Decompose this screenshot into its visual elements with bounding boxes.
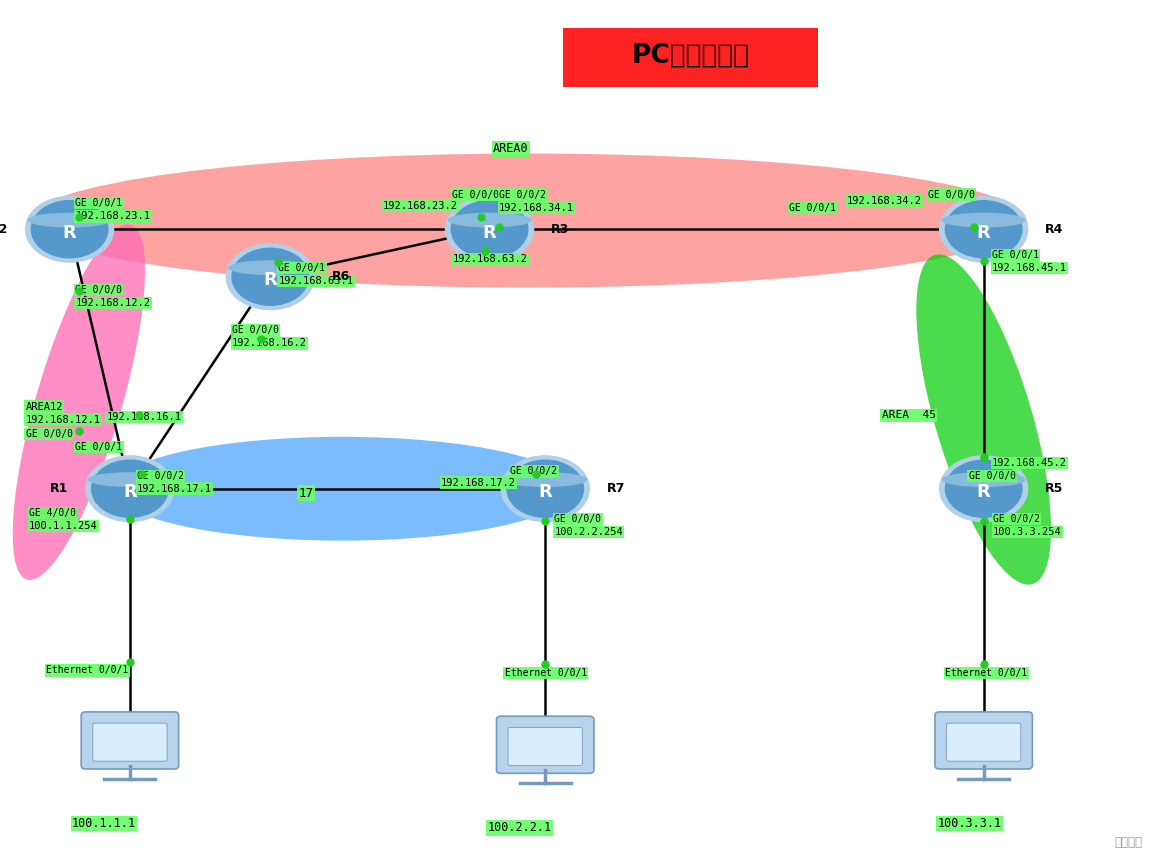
Text: 192.168.23.2: 192.168.23.2 xyxy=(383,201,458,211)
Text: GE 0/0/1: GE 0/0/1 xyxy=(992,250,1039,260)
Text: GE 0/0/2: GE 0/0/2 xyxy=(993,514,1041,524)
Circle shape xyxy=(92,460,168,517)
Text: R2: R2 xyxy=(0,222,8,236)
Text: R: R xyxy=(263,272,277,289)
Text: 192.168.12.2: 192.168.12.2 xyxy=(75,298,151,308)
Text: 192.168.45.2: 192.168.45.2 xyxy=(992,458,1067,468)
Text: GE 0/0/2: GE 0/0/2 xyxy=(137,471,184,481)
Text: 192.168.16.1: 192.168.16.1 xyxy=(107,412,182,422)
Text: 100.1.1.1: 100.1.1.1 xyxy=(72,817,136,830)
Ellipse shape xyxy=(229,260,312,275)
Ellipse shape xyxy=(88,472,172,487)
FancyBboxPatch shape xyxy=(508,727,582,766)
Ellipse shape xyxy=(503,472,587,487)
FancyBboxPatch shape xyxy=(81,712,179,769)
Text: GE 0/0/1: GE 0/0/1 xyxy=(75,442,123,452)
Text: R: R xyxy=(977,224,991,241)
Text: R: R xyxy=(483,224,496,241)
Text: 100.2.2.254: 100.2.2.254 xyxy=(554,527,623,537)
Ellipse shape xyxy=(942,213,1025,227)
Text: AREA  45: AREA 45 xyxy=(882,410,936,420)
Text: 品亿速云: 品亿速云 xyxy=(1115,836,1143,849)
Text: R7: R7 xyxy=(607,482,625,496)
Text: R5: R5 xyxy=(1045,482,1064,496)
Text: R3: R3 xyxy=(551,222,570,236)
FancyBboxPatch shape xyxy=(947,723,1021,761)
Text: R6: R6 xyxy=(332,270,350,284)
Ellipse shape xyxy=(113,437,571,541)
Circle shape xyxy=(451,201,528,258)
Text: 192.168.16.2: 192.168.16.2 xyxy=(232,338,307,349)
Text: 192.168.12.1: 192.168.12.1 xyxy=(26,414,101,425)
Ellipse shape xyxy=(448,213,531,227)
Text: 192.168.23.1: 192.168.23.1 xyxy=(75,211,151,221)
Text: R: R xyxy=(538,484,552,501)
Text: GE 0/0/0: GE 0/0/0 xyxy=(232,325,280,336)
Circle shape xyxy=(26,196,114,262)
Text: Ethernet 0/0/1: Ethernet 0/0/1 xyxy=(46,665,129,676)
Text: GE 0/0/0: GE 0/0/0 xyxy=(75,285,123,295)
Text: GE 0/0/0: GE 0/0/0 xyxy=(452,189,500,200)
Ellipse shape xyxy=(13,224,145,580)
Circle shape xyxy=(501,456,589,522)
Text: R1: R1 xyxy=(50,482,68,496)
Text: GE 0/0/1: GE 0/0/1 xyxy=(789,202,836,213)
FancyBboxPatch shape xyxy=(93,723,167,761)
Text: GE 0/0/0: GE 0/0/0 xyxy=(969,471,1016,481)
Circle shape xyxy=(31,201,108,258)
Text: GE 0/0/0: GE 0/0/0 xyxy=(928,189,976,200)
Text: R4: R4 xyxy=(1045,222,1064,236)
Text: 192.168.17.2: 192.168.17.2 xyxy=(441,477,516,488)
FancyBboxPatch shape xyxy=(496,716,594,773)
Text: 192.168.34.2: 192.168.34.2 xyxy=(847,195,922,206)
Circle shape xyxy=(940,196,1028,262)
Text: PC机之间互通: PC机之间互通 xyxy=(631,42,749,68)
Text: GE 0/0/1: GE 0/0/1 xyxy=(75,198,123,208)
Ellipse shape xyxy=(916,254,1051,585)
Text: 192.168.63.2: 192.168.63.2 xyxy=(452,254,528,265)
Circle shape xyxy=(945,460,1022,517)
Text: 192.168.45.1: 192.168.45.1 xyxy=(992,263,1067,273)
Text: 192.168.63.1: 192.168.63.1 xyxy=(278,276,354,286)
Text: R: R xyxy=(63,224,77,241)
Ellipse shape xyxy=(29,154,1027,287)
Circle shape xyxy=(940,456,1028,522)
Circle shape xyxy=(86,456,174,522)
Text: GE 0/0/2: GE 0/0/2 xyxy=(499,189,546,200)
Text: GE 0/0/2: GE 0/0/2 xyxy=(510,466,558,477)
Circle shape xyxy=(507,460,583,517)
FancyBboxPatch shape xyxy=(563,28,818,86)
Text: Ethernet 0/0/1: Ethernet 0/0/1 xyxy=(505,668,587,678)
Text: 17: 17 xyxy=(298,486,313,500)
Text: GE 0/0/1: GE 0/0/1 xyxy=(278,263,326,273)
Text: R: R xyxy=(977,484,991,501)
Circle shape xyxy=(232,248,309,305)
Circle shape xyxy=(445,196,534,262)
Text: 100.1.1.254: 100.1.1.254 xyxy=(29,521,97,531)
Text: 100.3.3.254: 100.3.3.254 xyxy=(993,527,1061,537)
Circle shape xyxy=(226,244,314,310)
Text: R: R xyxy=(123,484,137,501)
Text: Ethernet 0/0/1: Ethernet 0/0/1 xyxy=(945,668,1028,678)
Text: 100.2.2.1: 100.2.2.1 xyxy=(487,821,551,835)
Text: AREA0: AREA0 xyxy=(493,142,529,156)
Circle shape xyxy=(945,201,1022,258)
Text: AREA12: AREA12 xyxy=(26,401,63,412)
Text: GE 0/0/0: GE 0/0/0 xyxy=(554,514,602,524)
Text: 100.3.3.1: 100.3.3.1 xyxy=(937,817,1001,830)
FancyBboxPatch shape xyxy=(935,712,1032,769)
Ellipse shape xyxy=(28,213,111,227)
Text: GE 4/0/0: GE 4/0/0 xyxy=(29,508,77,518)
Ellipse shape xyxy=(942,472,1025,487)
Text: 192.168.34.1: 192.168.34.1 xyxy=(499,202,574,213)
Text: 192.168.17.1: 192.168.17.1 xyxy=(137,484,212,494)
Text: GE 0/0/0: GE 0/0/0 xyxy=(26,429,73,439)
